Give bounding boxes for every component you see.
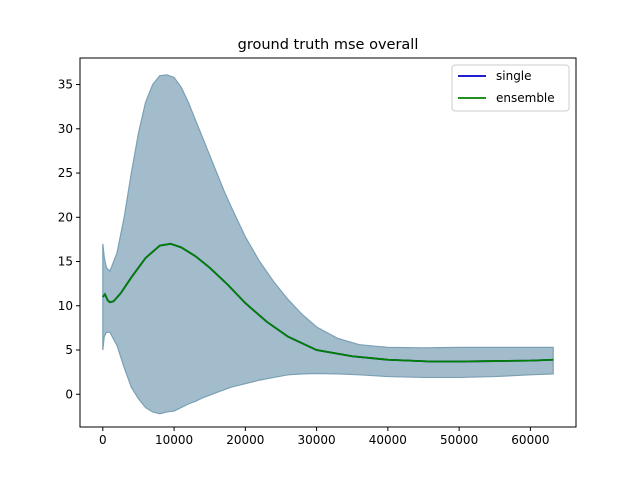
std-band [102, 74, 554, 415]
x-tick-label: 60000 [511, 433, 549, 447]
y-tick-label: 30 [58, 122, 73, 136]
y-tick-label: 15 [58, 255, 73, 269]
plot-area: 0 10000 20000 30000 40000 50000 60000 0 5 10 15 20 2… [58, 57, 577, 447]
y-tick-label: 35 [58, 78, 73, 92]
x-tick-label: 0 [99, 433, 107, 447]
y-tick-label: 25 [58, 166, 73, 180]
axes-frame [79, 57, 577, 428]
chart-title: ground truth mse overall [238, 37, 419, 53]
legend: single ensemble [451, 64, 570, 112]
y-tick-label: 10 [58, 299, 73, 313]
legend-label-ensemble: ensemble [496, 91, 555, 105]
x-tick-label: 50000 [440, 433, 478, 447]
x-tick-label: 40000 [369, 433, 407, 447]
y-tick-label: 5 [65, 343, 73, 357]
x-tick-label: 10000 [155, 433, 193, 447]
x-tick-label: 20000 [226, 433, 264, 447]
y-tick-label: 20 [58, 210, 73, 224]
series-line-ensemble [102, 242, 554, 363]
x-tick-label: 30000 [298, 433, 336, 447]
legend-label-single: single [496, 69, 532, 83]
y-tick-label: 0 [65, 387, 73, 401]
